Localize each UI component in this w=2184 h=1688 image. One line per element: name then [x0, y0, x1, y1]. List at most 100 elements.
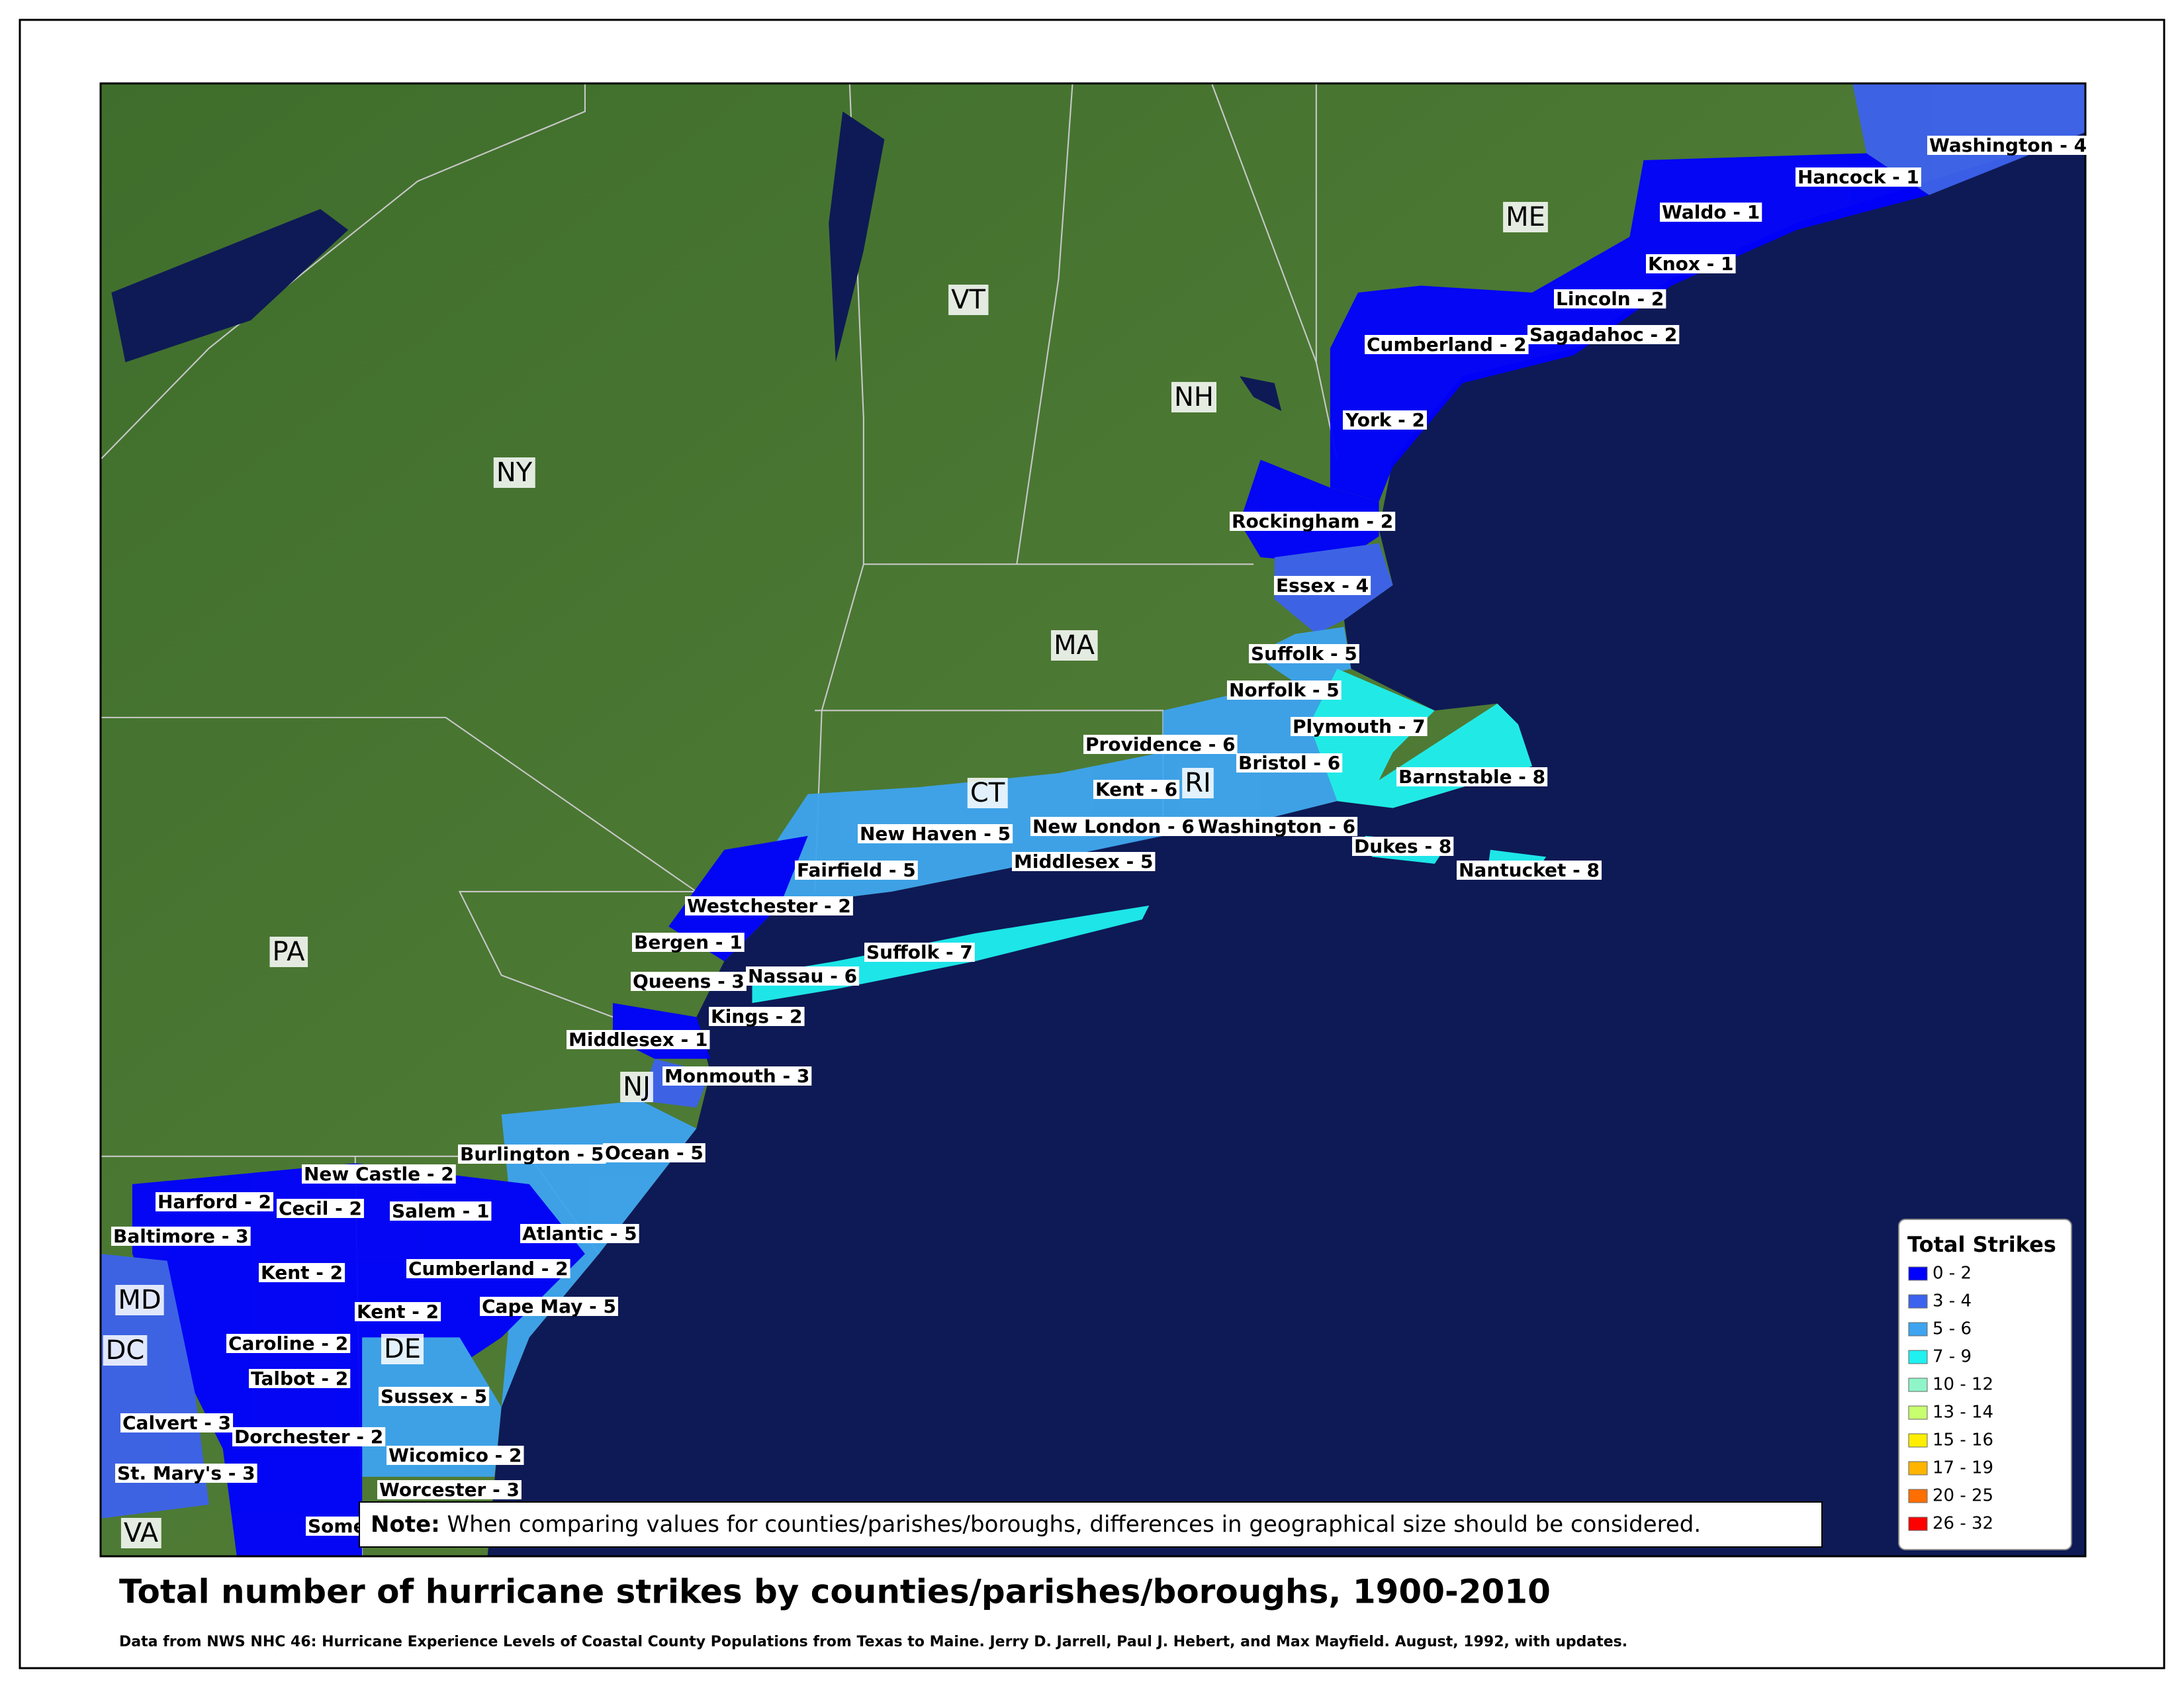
county-label: Nassau - 6	[748, 965, 857, 987]
county-label-bg	[631, 972, 747, 991]
county-label: St. Mary's - 3	[117, 1462, 255, 1484]
county-label-bg	[1457, 861, 1602, 880]
county-label: Rockingham - 2	[1232, 510, 1393, 532]
county-label-bg	[1249, 644, 1359, 663]
county-label: Fairfield - 5	[797, 859, 916, 881]
county-label-bg	[632, 933, 745, 952]
state-label-bg	[115, 1285, 164, 1315]
county-label: Middlesex - 1	[569, 1029, 707, 1051]
legend-swatch	[1908, 1378, 1928, 1392]
legend-box	[1898, 1219, 2072, 1550]
county-label: Washington - 4	[1929, 134, 2087, 156]
county-label-bg	[390, 1201, 492, 1221]
county-label: Waldo - 1	[1662, 201, 1760, 223]
county-label-bg	[480, 1297, 618, 1316]
county-label: Cumberland - 2	[408, 1258, 569, 1280]
county-label-bg	[567, 1030, 710, 1049]
county-label: Kings - 2	[711, 1006, 803, 1027]
note-text: When comparing values for counties/paris…	[447, 1511, 1702, 1538]
county-label-bg	[302, 1164, 456, 1184]
county-label: Hancock - 1	[1797, 166, 1919, 188]
state-label: NJ	[623, 1072, 651, 1102]
county-label-bg	[1196, 817, 1358, 836]
county-label-bg	[1012, 852, 1156, 871]
county-label-bg	[1365, 335, 1529, 354]
county-label-bg	[858, 824, 1013, 843]
county-label: Cape May - 5	[482, 1295, 616, 1317]
county-label-bg	[1030, 817, 1197, 836]
county-label: New Castle - 2	[304, 1163, 454, 1185]
legend-label: 7 - 9	[1933, 1347, 1972, 1367]
county-label-bg	[662, 1066, 812, 1086]
county-label: Monmouth - 3	[664, 1065, 809, 1087]
county-label-bg	[277, 1199, 364, 1218]
county-label-bg	[1274, 576, 1371, 595]
state-label-bg	[1503, 202, 1548, 232]
county-label-bg	[709, 1007, 805, 1026]
county-label-bg	[387, 1446, 524, 1465]
county-label: Queens - 3	[633, 970, 745, 992]
county-label-bg	[1396, 767, 1548, 786]
legend-swatch	[1908, 1350, 1928, 1364]
county-label: Talbot - 2	[251, 1368, 348, 1389]
state-label: PA	[273, 937, 306, 967]
county-label: Sagadahoc - 2	[1529, 324, 1677, 346]
county-label-bg	[355, 1302, 441, 1321]
state-label: NY	[496, 457, 533, 488]
state-label: MA	[1054, 630, 1095, 661]
state-label: VA	[124, 1518, 159, 1548]
county-label-bg	[795, 861, 918, 880]
county-label-bg	[1227, 680, 1342, 700]
county-label: Atlantic - 5	[522, 1223, 637, 1244]
county-label: Kent - 2	[261, 1262, 343, 1284]
legend: Total Strikes 0 - 2 3 - 4 5 - 6 7 - 9 10 - 1…	[1898, 1219, 2072, 1550]
county-label-bg	[120, 1413, 234, 1432]
county-label: Lincoln - 2	[1556, 288, 1664, 310]
legend-swatch	[1908, 1489, 1928, 1503]
legend-swatch	[1908, 1322, 1928, 1336]
state-label-bg	[948, 285, 989, 315]
county-label-bg	[306, 1517, 368, 1536]
state-label-bg	[967, 778, 1008, 808]
state-label-bg	[1182, 768, 1214, 798]
note-label: Note:	[371, 1511, 440, 1538]
state-label: MD	[118, 1285, 161, 1315]
legend-label: 13 - 14	[1933, 1403, 1993, 1423]
state-label: NH	[1174, 382, 1214, 412]
county-label: Suffolk - 7	[866, 941, 973, 963]
county-label-bg	[377, 1480, 522, 1499]
county-label: Middlesex - 5	[1014, 851, 1153, 872]
county-label-bg	[111, 1227, 251, 1246]
county-label: Harford - 2	[158, 1191, 271, 1213]
county-label-bg	[1352, 837, 1454, 856]
county-label-bg	[249, 1369, 351, 1388]
county-label-bg	[1083, 735, 1238, 754]
state-label-bg	[620, 1072, 653, 1102]
legend-label: 20 - 25	[1933, 1486, 1993, 1506]
county-label-bg	[1660, 203, 1762, 222]
legend-swatch	[1908, 1517, 1928, 1531]
legend-title: Total Strikes	[1907, 1232, 2056, 1257]
map-frame	[99, 82, 2087, 1558]
county-label: Sussex - 5	[381, 1385, 487, 1407]
county-label: Wicomico - 2	[388, 1444, 522, 1466]
county-label-bg	[406, 1259, 570, 1278]
county-label: Washington - 6	[1198, 816, 1355, 837]
map-labels: ME VT NH NY MA CT RI PA NJ MD DE DC VA Washington - 4…	[103, 134, 2089, 1548]
county-label-bg	[458, 1145, 606, 1164]
lake	[1240, 376, 1282, 411]
state-label-bg	[1051, 630, 1098, 661]
county-label-bg	[259, 1263, 345, 1282]
state-label: VT	[951, 285, 985, 315]
county-label-bg	[864, 943, 975, 962]
legend-label: 5 - 6	[1933, 1319, 1972, 1339]
county-label-bg	[156, 1192, 274, 1211]
legend-label: 0 - 2	[1933, 1264, 1972, 1284]
county-label-bg	[232, 1427, 386, 1446]
county-label-bg	[603, 1143, 705, 1162]
county-label: Knox - 1	[1648, 253, 1734, 275]
county-label-bg	[1796, 167, 1921, 187]
county-label: New Haven - 5	[860, 823, 1011, 845]
